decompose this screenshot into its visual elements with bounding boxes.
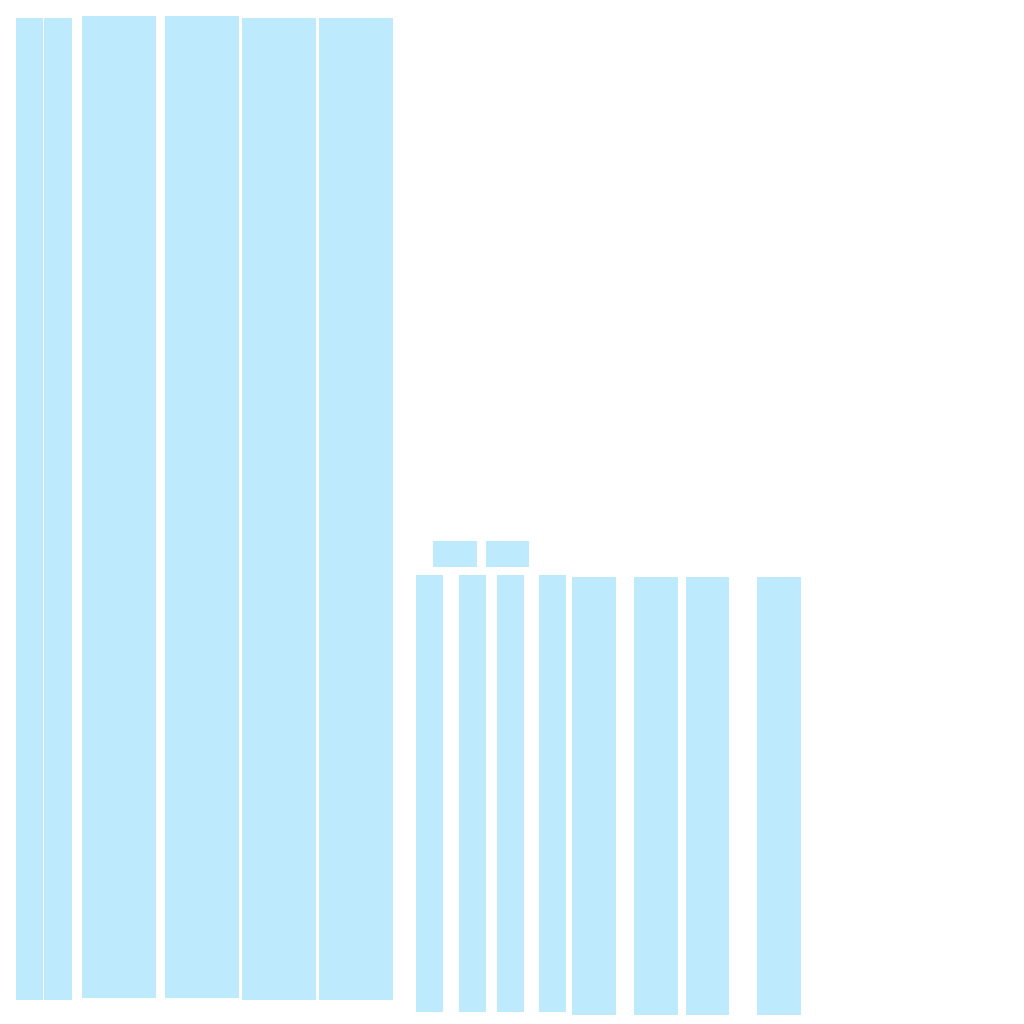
block-small-2 bbox=[486, 541, 529, 567]
block-right-3 bbox=[497, 575, 524, 1012]
block-left-2 bbox=[44, 18, 72, 1000]
block-right-2 bbox=[459, 575, 486, 1012]
block-right-7 bbox=[686, 577, 729, 1015]
block-right-4 bbox=[539, 575, 566, 1012]
block-left-1 bbox=[16, 18, 43, 1000]
block-left-3 bbox=[82, 16, 156, 998]
block-right-6 bbox=[634, 577, 678, 1015]
block-small-1 bbox=[433, 541, 477, 567]
block-left-6 bbox=[319, 18, 393, 1000]
block-right-1 bbox=[416, 575, 443, 1012]
block-right-5 bbox=[572, 577, 616, 1015]
block-left-4 bbox=[165, 16, 239, 998]
block-left-5 bbox=[242, 18, 316, 1000]
block-right-8 bbox=[757, 577, 801, 1015]
